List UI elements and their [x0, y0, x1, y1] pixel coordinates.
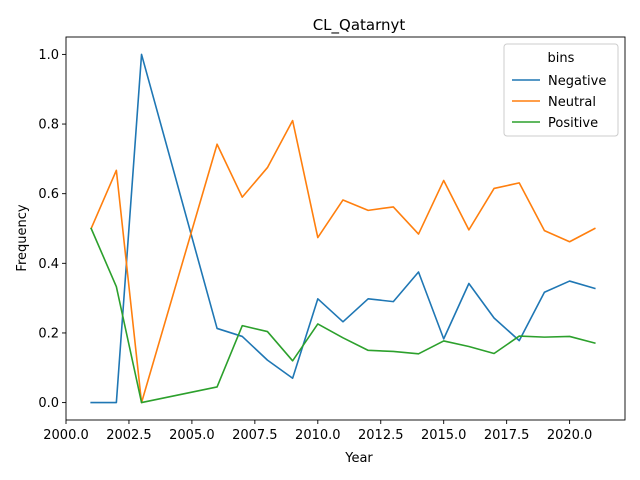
legend-title: bins: [548, 51, 575, 66]
y-tick-label: 0.8: [38, 118, 59, 133]
legend-entry-neutral: Neutral: [548, 95, 596, 110]
x-tick-label: 2015.0: [421, 428, 467, 443]
x-tick-label: 2020.0: [547, 428, 593, 443]
y-axis-label: Frequency: [15, 204, 30, 271]
legend: bins Negative Neutral Positive: [503, 43, 619, 137]
x-tick-label: 2002.5: [106, 428, 152, 443]
legend-box: [503, 43, 619, 137]
y-tick-label: 0.2: [38, 326, 59, 341]
x-axis-label: Year: [344, 451, 373, 466]
y-tick-label: 0.6: [38, 187, 59, 202]
x-tick-label: 2010.0: [295, 428, 341, 443]
series-line-neutral: [90, 119, 596, 404]
x-tick-label: 2017.5: [484, 428, 530, 443]
x-tick-label: 2000.0: [43, 428, 89, 443]
plot-frame: [65, 36, 626, 421]
x-tick-label: 2005.0: [169, 428, 215, 443]
legend-entry-negative: Negative: [548, 74, 606, 89]
legend-entry-positive: Positive: [548, 116, 598, 131]
y-tick-label: 0.0: [38, 396, 59, 411]
x-tick-label: 2007.5: [232, 428, 278, 443]
y-tick-label: 1.0: [38, 48, 59, 63]
x-tick-label: 2012.5: [358, 428, 404, 443]
series-line-positive: [90, 227, 596, 404]
y-tick-label: 0.4: [38, 257, 59, 272]
chart-title: CL_Qatarnyt: [313, 16, 406, 35]
series-line-negative: [90, 53, 596, 404]
